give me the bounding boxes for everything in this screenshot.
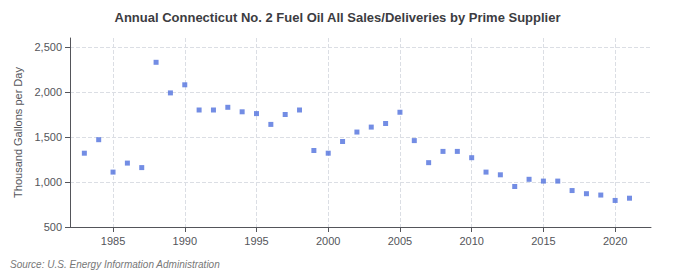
svg-text:2010: 2010 — [459, 235, 483, 247]
svg-text:Thousand Gallons per Day: Thousand Gallons per Day — [12, 67, 24, 198]
svg-text:2000: 2000 — [316, 235, 340, 247]
svg-text:2,000: 2,000 — [34, 86, 62, 98]
svg-text:2015: 2015 — [531, 235, 555, 247]
svg-text:500: 500 — [44, 221, 62, 233]
svg-text:1,000: 1,000 — [34, 176, 62, 188]
svg-text:1995: 1995 — [244, 235, 268, 247]
svg-text:2,500: 2,500 — [34, 41, 62, 53]
svg-text:Source: U.S. Energy Informatio: Source: U.S. Energy Information Administ… — [10, 259, 220, 270]
svg-text:1990: 1990 — [173, 235, 197, 247]
svg-text:Annual Connecticut No. 2 Fuel: Annual Connecticut No. 2 Fuel Oil All Sa… — [115, 10, 561, 25]
svg-text:1985: 1985 — [101, 235, 125, 247]
svg-text:1,500: 1,500 — [34, 131, 62, 143]
svg-text:2005: 2005 — [388, 235, 412, 247]
svg-text:2020: 2020 — [603, 235, 627, 247]
